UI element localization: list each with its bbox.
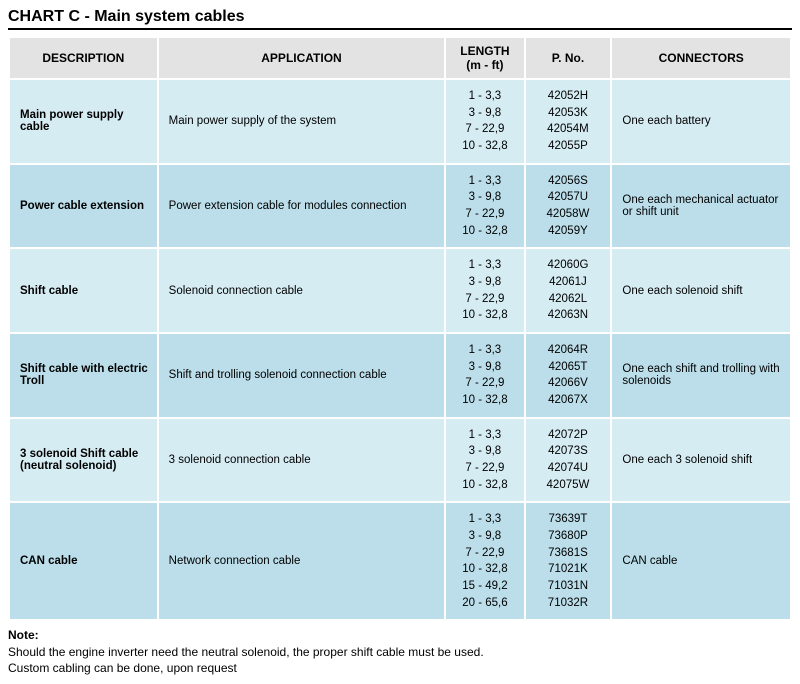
cell-length: 1 - 3,3 3 - 9,8 7 - 22,9 10 - 32,8 (446, 249, 523, 332)
table-row: Shift cableSolenoid connection cable1 - … (10, 249, 790, 332)
table-row: Power cable extensionPower extension cab… (10, 165, 790, 248)
cell-connectors: One each shift and trolling with solenoi… (612, 334, 790, 417)
note-label: Note: (8, 628, 39, 642)
cell-length: 1 - 3,3 3 - 9,8 7 - 22,9 10 - 32,8 (446, 80, 523, 163)
col-header-description: DESCRIPTION (10, 38, 157, 78)
cell-application: Network connection cable (159, 503, 445, 619)
cell-application: Solenoid connection cable (159, 249, 445, 332)
cell-application: Power extension cable for modules connec… (159, 165, 445, 248)
col-header-connectors: CONNECTORS (612, 38, 790, 78)
cell-application: Shift and trolling solenoid connection c… (159, 334, 445, 417)
col-header-length: LENGTH (m - ft) (446, 38, 523, 78)
table-row: Main power supply cableMain power supply… (10, 80, 790, 163)
table-row: 3 solenoid Shift cable (neutral solenoid… (10, 419, 790, 502)
cell-application: Main power supply of the system (159, 80, 445, 163)
note-line-2: Custom cabling can be done, upon request (8, 661, 237, 675)
table-header-row: DESCRIPTION APPLICATION LENGTH (m - ft) … (10, 38, 790, 78)
cell-connectors: One each mechanical actuator or shift un… (612, 165, 790, 248)
cell-pno: 73639T 73680P 73681S 71021K 71031N 71032… (526, 503, 611, 619)
cell-length: 1 - 3,3 3 - 9,8 7 - 22,9 10 - 32,8 15 - … (446, 503, 523, 619)
chart-title: CHART C - Main system cables (8, 8, 792, 30)
cell-description: Shift cable (10, 249, 157, 332)
col-header-application: APPLICATION (159, 38, 445, 78)
cell-pno: 42052H 42053K 42054M 42055P (526, 80, 611, 163)
table-body: Main power supply cableMain power supply… (10, 80, 790, 619)
cell-connectors: CAN cable (612, 503, 790, 619)
table-row: CAN cableNetwork connection cable1 - 3,3… (10, 503, 790, 619)
cell-description: CAN cable (10, 503, 157, 619)
cell-pno: 42072P 42073S 42074U 42075W (526, 419, 611, 502)
note-block: Note: Should the engine inverter need th… (8, 627, 792, 676)
cell-pno: 42056S 42057U 42058W 42059Y (526, 165, 611, 248)
table-row: Shift cable with electric TrollShift and… (10, 334, 790, 417)
cell-connectors: One each battery (612, 80, 790, 163)
cell-pno: 42064R 42065T 42066V 42067X (526, 334, 611, 417)
cell-application: 3 solenoid connection cable (159, 419, 445, 502)
cell-pno: 42060G 42061J 42062L 42063N (526, 249, 611, 332)
cell-description: Shift cable with electric Troll (10, 334, 157, 417)
cell-length: 1 - 3,3 3 - 9,8 7 - 22,9 10 - 32,8 (446, 334, 523, 417)
cell-description: Main power supply cable (10, 80, 157, 163)
cell-description: 3 solenoid Shift cable (neutral solenoid… (10, 419, 157, 502)
cell-connectors: One each 3 solenoid shift (612, 419, 790, 502)
cell-length: 1 - 3,3 3 - 9,8 7 - 22,9 10 - 32,8 (446, 419, 523, 502)
cables-table: DESCRIPTION APPLICATION LENGTH (m - ft) … (8, 36, 792, 621)
cell-description: Power cable extension (10, 165, 157, 248)
cell-length: 1 - 3,3 3 - 9,8 7 - 22,9 10 - 32,8 (446, 165, 523, 248)
col-header-pno: P. No. (526, 38, 611, 78)
cell-connectors: One each solenoid shift (612, 249, 790, 332)
